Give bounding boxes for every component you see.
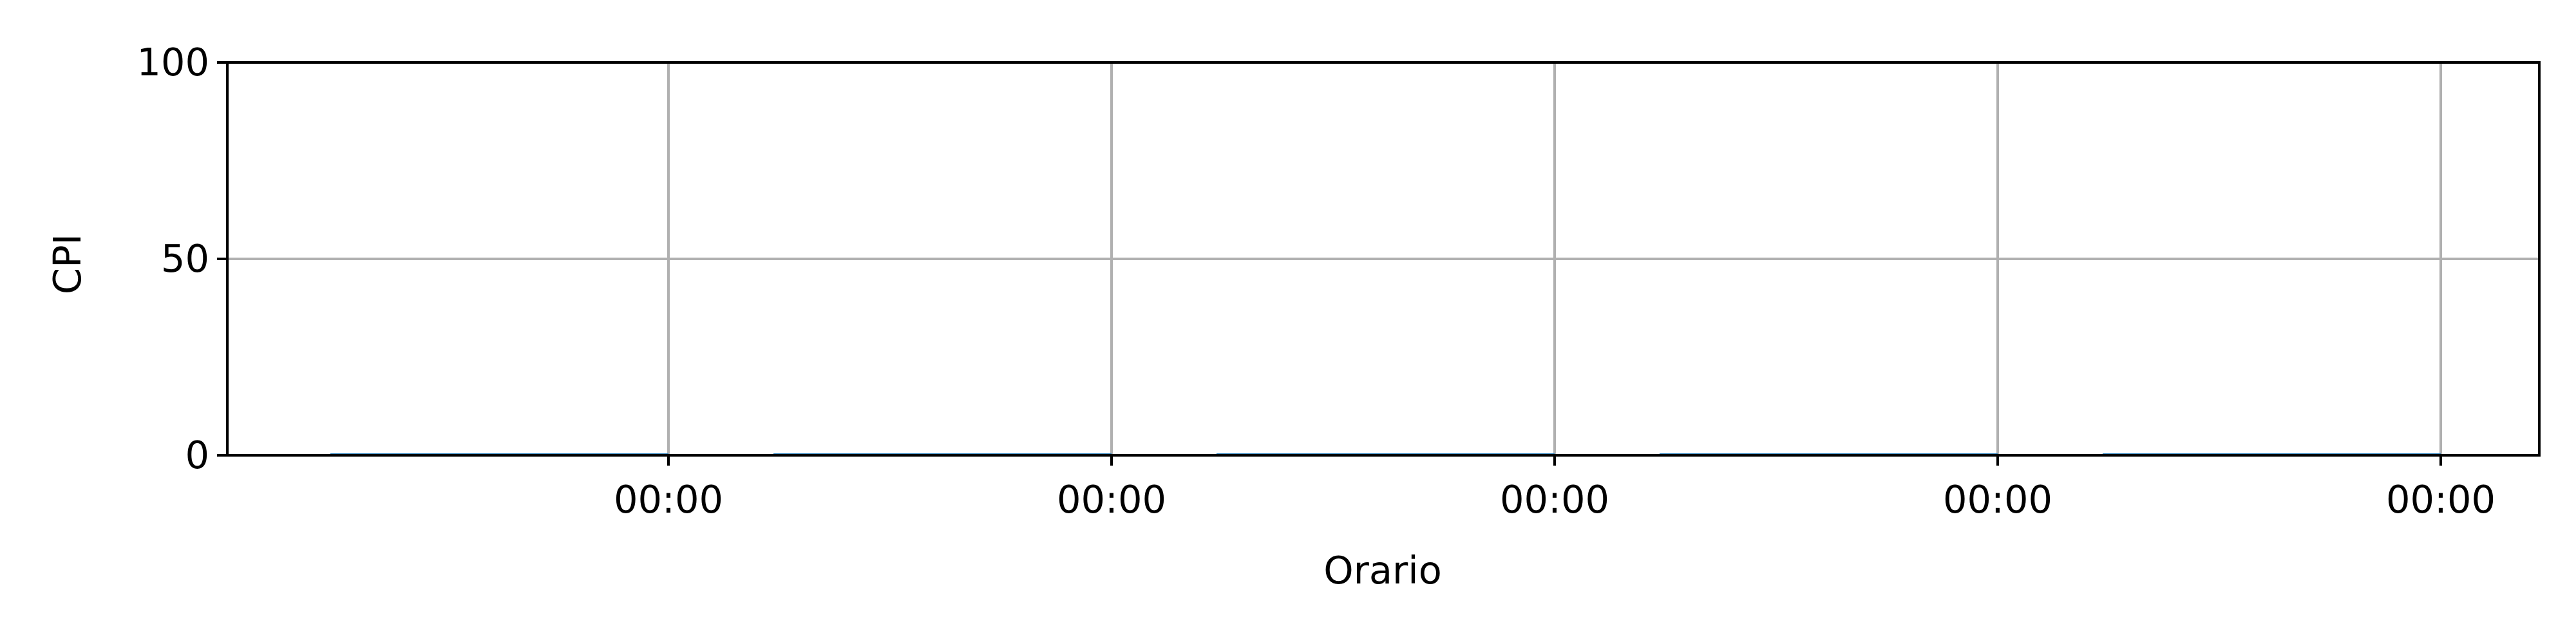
x-axis-label: Orario (1323, 548, 1442, 592)
y-axis-label: CPI (45, 234, 90, 294)
x-tick-label: 00:00 (1943, 477, 2052, 522)
plot-area: 0 50 100 00:00 00:00 00:00 00:00 00:00 (137, 40, 2541, 522)
x-tick-label: 00:00 (614, 477, 723, 522)
y-tick-label: 50 (161, 236, 209, 281)
y-tick-label: 0 (185, 433, 209, 477)
x-tick-label: 00:00 (1057, 477, 1166, 522)
x-tick-label: 00:00 (1500, 477, 1609, 522)
x-tick-label: 00:00 (2386, 477, 2496, 522)
y-tick-label: 100 (137, 40, 209, 84)
